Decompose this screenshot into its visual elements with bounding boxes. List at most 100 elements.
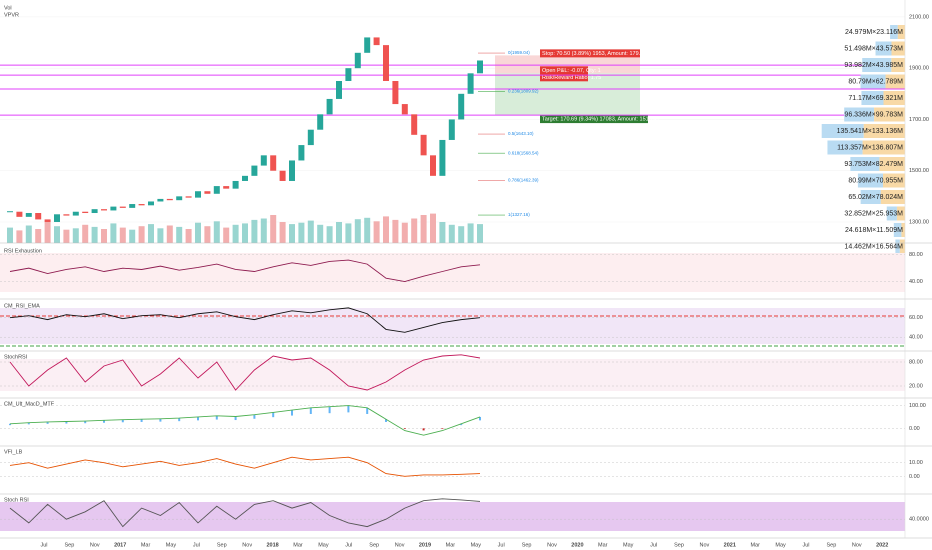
candle [448, 119, 455, 140]
profile-bar-down [897, 25, 905, 39]
profile-bar-up [862, 58, 892, 72]
candle [317, 114, 324, 130]
profile-label: 24.618M×11.509M [845, 227, 903, 234]
trade-label: Stop: 70.50 (3.89%) 1953, Amount: 179.44 [542, 51, 646, 57]
volume-bar [35, 229, 42, 243]
candle [354, 52, 361, 69]
candle [213, 186, 220, 194]
candle [91, 209, 98, 214]
profile-bar-down [891, 58, 905, 72]
panel-tick-label: 100.00 [909, 403, 926, 409]
volume-bar [270, 215, 277, 243]
profile-label: 24.979M×23.116M [845, 29, 903, 36]
candle [345, 68, 352, 81]
trade-label: Target: 170.69 (9.34%) 17083, Amount: 15… [542, 117, 659, 123]
profile-bar-up [890, 25, 898, 39]
volume-title: Vol [4, 5, 12, 11]
candle [383, 45, 389, 81]
macd-bar [291, 410, 293, 416]
macd-bar [272, 412, 275, 418]
candle [16, 211, 23, 217]
candle [195, 191, 201, 198]
volume-bar [101, 229, 107, 243]
label-box [540, 115, 648, 124]
candle [110, 206, 117, 211]
profile-label: 113.357M×136.807M [837, 144, 903, 151]
x-tick-label: 2019 [419, 542, 431, 548]
macd-bar [178, 418, 181, 422]
x-tick-label: Mar [750, 542, 760, 548]
candle [204, 191, 211, 194]
volume-bar [467, 223, 474, 243]
panel-tick-label: 40.00 [909, 279, 923, 285]
macd-bar [385, 419, 387, 422]
x-tick-label: May [471, 542, 482, 548]
volume-bar [148, 224, 154, 243]
trade-label: Risk/Reward Ratio: 1.75 [542, 75, 601, 81]
x-tick-label: Nov [395, 542, 405, 548]
volume-bar [251, 219, 258, 243]
price-tick-label: 1500.00 [909, 168, 929, 174]
volume-bar [195, 222, 201, 243]
panel-tick-label: 80.00 [909, 359, 923, 365]
panel-tick-label: 20.00 [909, 383, 923, 389]
candle [157, 198, 164, 202]
macd-bar [347, 405, 350, 413]
x-tick-label: Jul [498, 542, 505, 548]
macd-bar [197, 416, 199, 421]
panel-band [0, 308, 905, 344]
volume-bar [129, 229, 136, 243]
macd-bar [479, 416, 481, 421]
panel-band [0, 502, 905, 531]
label-box [540, 66, 588, 75]
profile-label: 93.982M×43.985M [844, 62, 903, 69]
volume-bar [448, 224, 455, 243]
macd-bar [309, 407, 312, 414]
candle [420, 134, 427, 156]
volume-bar [16, 230, 23, 243]
x-tick-label: May [318, 542, 329, 548]
candle [251, 165, 258, 176]
price-tick-label: 1900.00 [909, 66, 929, 72]
candle [260, 155, 267, 166]
fib-label: 0(1959.04) [508, 50, 530, 55]
volume-bar [157, 228, 164, 243]
profile-bar-down [885, 74, 905, 89]
volume-bar [298, 222, 305, 243]
macd-bar [328, 406, 331, 414]
x-tick-label: May [166, 542, 177, 548]
candle [401, 104, 408, 115]
profile-bar-down [883, 91, 905, 105]
x-tick-label: Mar [141, 542, 151, 548]
fib-label: 1(1327.16) [508, 212, 530, 217]
panel-title: VFI_LB [4, 449, 23, 455]
volume-bar [477, 224, 483, 243]
volume-bar [345, 223, 352, 243]
candle [82, 211, 89, 214]
profile-bar-up [860, 190, 881, 204]
profile-bar-down [896, 206, 905, 221]
volume-bar [185, 229, 192, 243]
x-tick-label: 2022 [876, 542, 888, 548]
x-tick-label: Nov [242, 542, 252, 548]
volume-bar [72, 228, 79, 243]
profile-bar-up [895, 239, 900, 254]
x-tick-label: Sep [522, 542, 532, 548]
volume-bar [82, 224, 89, 243]
profile-label: 80.79M×62.789M [848, 78, 903, 85]
macd-bar [27, 422, 30, 425]
trade-label: Open P&L: -0.07, Qty: 1 [542, 68, 601, 74]
price-tick-label: 1700.00 [909, 117, 929, 123]
x-tick-label: Mar [598, 542, 608, 548]
profile-bar-down [899, 239, 905, 254]
panel-tick-label: 80.00 [909, 252, 923, 258]
volume-bar [204, 226, 211, 243]
panel-title: CM_Ult_MacD_MTF [4, 401, 55, 407]
volume-bar [176, 226, 183, 243]
candle [430, 155, 436, 176]
fib-label: 0.5(1643.10) [508, 131, 534, 136]
volume-bar [44, 222, 51, 243]
profile-bar-up [861, 91, 884, 105]
candle [467, 73, 474, 94]
x-tick-label: Jul [40, 542, 47, 548]
